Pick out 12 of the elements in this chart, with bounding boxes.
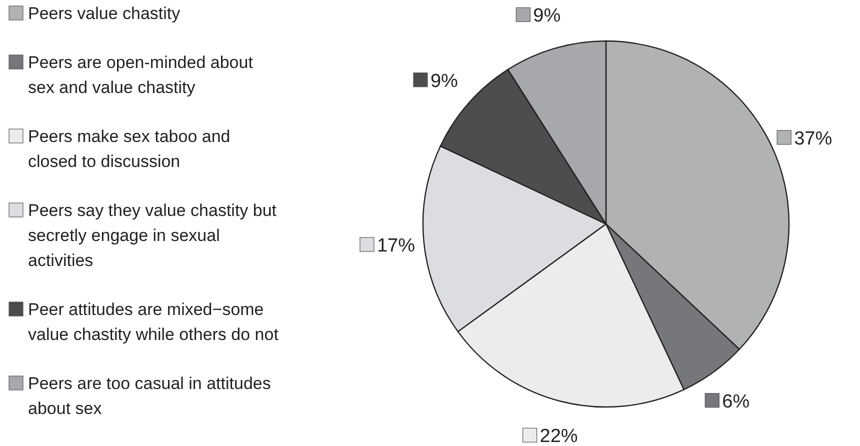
legend-label: Peers value chastity bbox=[28, 4, 181, 23]
legend-label: Peers make sex taboo and closed to discussion bbox=[28, 127, 230, 171]
data-label: 9% bbox=[533, 6, 561, 27]
legend-label: Peers say they value chastity but secretly engage in sexual activities bbox=[28, 201, 277, 270]
legend-label: Peers are open-minded about sex and value chastity bbox=[28, 53, 254, 97]
data-label: 37% bbox=[794, 128, 832, 150]
data-label: 17% bbox=[376, 236, 416, 257]
data-label: 6% bbox=[722, 391, 750, 412]
legend-label: Peers are too casual in attitudes about sex bbox=[28, 374, 271, 418]
data-label: 9% bbox=[430, 70, 458, 92]
data-label: 22% bbox=[540, 426, 578, 446]
legend-label: Peer attitudes are mixed−some value chastity while others do not bbox=[28, 300, 279, 344]
